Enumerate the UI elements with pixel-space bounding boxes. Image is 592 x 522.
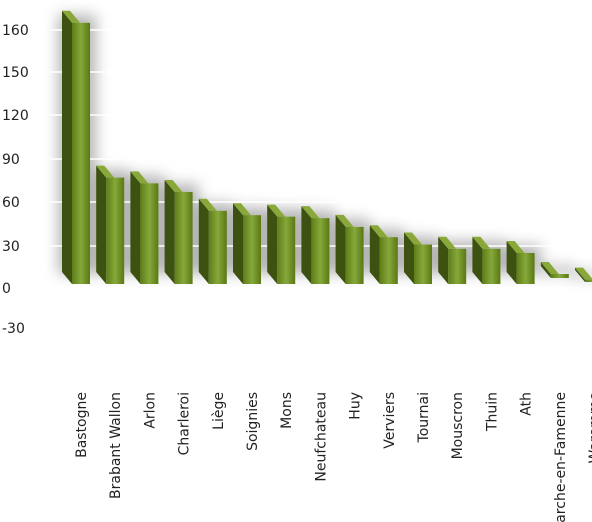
- x-category-label: Charleroi: [177, 392, 193, 455]
- x-category-label: Brabant Wallon: [108, 392, 124, 499]
- bar: [472, 236, 501, 284]
- bar-top: [233, 203, 251, 216]
- x-category-label: Mons: [279, 392, 295, 429]
- bar-top: [540, 262, 559, 274]
- bar: [198, 198, 227, 284]
- x-category-label: Tournai: [416, 392, 432, 443]
- x-category-label: Arlon: [142, 392, 158, 429]
- bar-side: [369, 225, 380, 284]
- y-tick-label: 90: [2, 152, 20, 168]
- x-category-label: Verviers: [382, 392, 398, 449]
- bars: [62, 10, 592, 285]
- bar-front: [174, 191, 193, 284]
- bar-side: [404, 232, 414, 284]
- bar-top: [438, 236, 457, 249]
- x-category-label: Huy: [348, 392, 364, 420]
- bar-side: [267, 204, 278, 284]
- bar: [369, 225, 398, 284]
- bar-side: [506, 241, 517, 284]
- y-tick-label: 150: [2, 65, 29, 81]
- bar-top: [506, 241, 525, 253]
- bar: [130, 171, 159, 284]
- bar-front: [414, 244, 432, 284]
- bar-front: [345, 226, 364, 284]
- bar-top: [369, 225, 388, 238]
- bar-top: [198, 198, 217, 211]
- bar-front: [379, 237, 398, 284]
- bar-top: [404, 232, 422, 245]
- bar-front: [72, 22, 90, 285]
- y-tick-label: 0: [2, 281, 11, 297]
- bar-top: [301, 206, 320, 219]
- bar-side: [62, 10, 72, 285]
- bar-top: [335, 214, 354, 227]
- bar-side: [96, 165, 107, 284]
- bar-front: [516, 253, 535, 284]
- bar-top: [96, 165, 115, 178]
- bar-top: [130, 171, 149, 184]
- y-tick-label: 60: [2, 195, 20, 211]
- bar-side: [335, 214, 346, 284]
- bar-front: [106, 177, 125, 284]
- bar: [404, 232, 432, 284]
- bar-front: [277, 216, 296, 284]
- bar: [438, 236, 467, 284]
- x-category-label: Liège: [211, 392, 227, 430]
- bar-shadow: [536, 266, 575, 274]
- bar-front: [243, 215, 261, 284]
- bar-top: [472, 236, 491, 249]
- y-axis-ticks: 160 150 120 90 60 30 0 -30: [2, 23, 29, 337]
- bar-front: [311, 218, 330, 284]
- y-tick-label: -30: [2, 321, 25, 337]
- x-category-label: Thuin: [484, 392, 500, 432]
- x-category-label: Soignies: [245, 392, 261, 451]
- bar-front: [482, 248, 501, 284]
- bar-side: [472, 236, 483, 284]
- bar-top: [62, 10, 80, 23]
- bar-side: [301, 206, 312, 284]
- bar-side: [438, 236, 449, 284]
- bar: [164, 179, 193, 284]
- bar: [62, 10, 90, 285]
- x-axis-labels: Bastogne Brabant Wallon Arlon Charleroi Lièg…: [74, 392, 592, 522]
- bar-side: [130, 171, 141, 284]
- bar-front: [140, 183, 159, 284]
- bar-side: [233, 203, 243, 284]
- bar-front: [585, 279, 592, 282]
- bar: [96, 165, 125, 284]
- y-tick-label: 30: [2, 239, 20, 255]
- bar: [540, 262, 569, 278]
- bar: [335, 214, 364, 284]
- x-category-label: Waremme: [587, 392, 592, 463]
- bar-front: [550, 274, 569, 278]
- bar-top: [575, 267, 592, 280]
- bar: [506, 241, 535, 284]
- x-category-label: Ath: [519, 392, 535, 416]
- bar-top: [267, 204, 286, 217]
- x-category-label: Marche-en-Famenne: [553, 392, 569, 522]
- x-category-label: Mouscron: [450, 392, 466, 459]
- bar-side: [198, 198, 209, 284]
- bar: [575, 267, 592, 282]
- bar: [301, 206, 330, 284]
- bar-front: [448, 248, 467, 284]
- x-category-label: Bastogne: [74, 392, 90, 458]
- bar-side: [540, 262, 551, 278]
- bar-side: [164, 179, 175, 284]
- bar: [267, 204, 296, 284]
- y-tick-label: 120: [2, 108, 29, 124]
- bar: [233, 203, 261, 284]
- bar-side: [575, 267, 585, 282]
- y-tick-label: 160: [2, 23, 29, 39]
- bar-front: [208, 210, 227, 284]
- bar-top: [164, 179, 183, 192]
- x-category-label: Neufchateau: [313, 392, 329, 482]
